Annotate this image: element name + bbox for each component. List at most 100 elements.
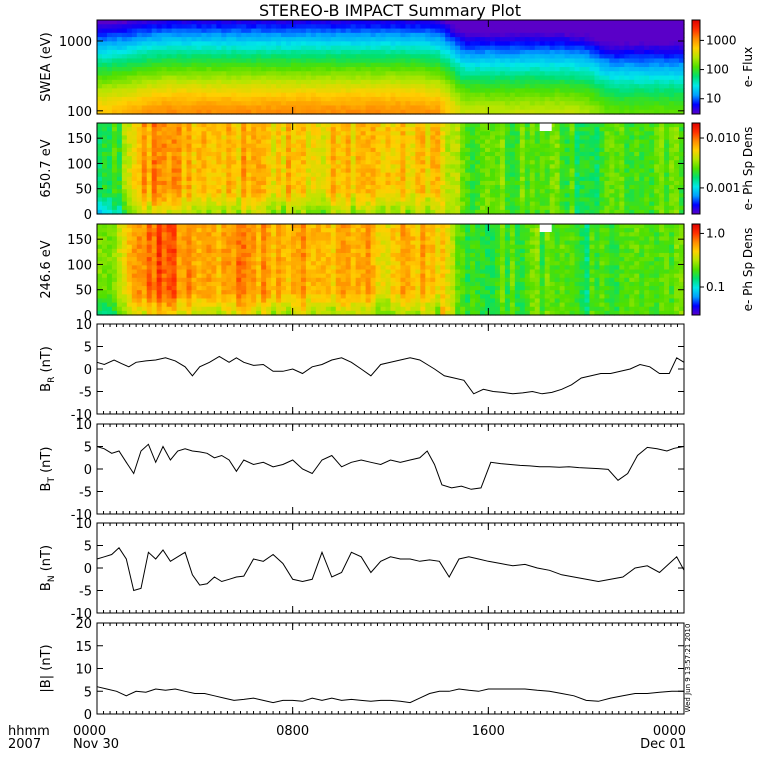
spectrogram-cell	[470, 201, 476, 207]
spectrogram-cell	[604, 20, 610, 25]
spectrogram-cell	[121, 147, 128, 153]
spectrogram-cell	[579, 45, 586, 51]
spectrogram-cell	[529, 96, 536, 102]
spectrogram-cell	[101, 49, 108, 55]
spectrogram-cell	[569, 37, 576, 42]
spectrogram-cell	[564, 197, 571, 203]
spectrogram-cell	[241, 49, 247, 55]
spectrogram-cell	[634, 84, 640, 89]
spectrogram-cell	[494, 75, 501, 81]
spectrogram-cell	[405, 147, 411, 153]
spectrogram-cell	[171, 49, 178, 55]
spectrogram-cell	[564, 139, 571, 145]
spectrogram-cell	[499, 45, 506, 51]
spectrogram-cell	[226, 172, 232, 178]
spectrogram-cell	[445, 58, 451, 64]
spectrogram-cell	[460, 88, 466, 94]
spectrogram-cell	[485, 67, 491, 72]
spectrogram-cell	[619, 131, 625, 137]
spectrogram-cell	[564, 185, 571, 190]
spectrogram-cell	[539, 101, 546, 107]
spectrogram-cell	[385, 88, 392, 94]
spectrogram-cell	[609, 176, 615, 182]
spectrogram-cell	[664, 109, 670, 115]
spectrogram-cell	[435, 105, 441, 111]
spectrogram-cell	[291, 176, 297, 182]
spectrogram-cell	[305, 58, 312, 64]
spectrogram-cell	[509, 135, 516, 141]
spectrogram-cell	[221, 197, 227, 203]
spectrogram-cell	[549, 205, 556, 211]
spectrogram-cell	[216, 135, 222, 141]
spectrogram-cell	[286, 79, 292, 85]
spectrogram-cell	[375, 96, 382, 102]
spectrogram-cell	[325, 92, 332, 98]
spectrogram-cell	[156, 49, 163, 55]
spectrogram-cell	[639, 28, 645, 34]
spectrogram-cell	[345, 62, 352, 68]
spectrogram-cell	[166, 62, 173, 68]
spectrogram-cell	[186, 151, 193, 157]
spectrogram-cell	[161, 109, 168, 115]
spectrogram-cell	[489, 209, 496, 215]
spectrogram-cell	[594, 49, 601, 55]
spectrogram-cell	[455, 185, 461, 190]
spectrogram-cell	[450, 75, 456, 81]
spectrogram-cell	[504, 24, 511, 30]
spectrogram-cell	[350, 189, 357, 194]
spectrogram-cell	[489, 189, 496, 194]
spectrogram-cell	[251, 101, 257, 107]
spectrogram-cell	[385, 101, 392, 107]
spectrogram-cell	[400, 123, 407, 128]
spectrogram-cell	[241, 88, 247, 94]
spectrogram-cell	[455, 180, 461, 186]
spectrogram-cell	[639, 96, 645, 102]
spectrogram-cell	[430, 67, 436, 72]
spectrogram-cell	[305, 176, 312, 182]
spectrogram-cell	[465, 71, 471, 77]
spectrogram-cell	[281, 45, 287, 51]
spectrogram-cell	[539, 105, 546, 111]
spectrogram-cell	[415, 71, 421, 77]
spectrogram-cell	[430, 109, 436, 115]
spectrogram-cell	[519, 168, 526, 174]
spectrogram-cell	[221, 109, 227, 115]
spectrogram-cell	[470, 28, 476, 34]
spectrogram-cell	[460, 101, 466, 107]
spectrogram-cell	[425, 54, 431, 60]
spectrogram-cell	[241, 28, 247, 34]
spectrogram-cell	[649, 49, 655, 55]
spectrogram-cell	[584, 197, 591, 203]
spectrogram-cell	[519, 62, 526, 68]
spectrogram-cell	[599, 151, 605, 157]
spectrogram-cell	[574, 147, 581, 153]
spectrogram-cell	[176, 88, 183, 94]
spectrogram-cell	[141, 75, 148, 81]
spectrogram-cell	[539, 54, 546, 60]
spectrogram-cell	[509, 176, 516, 182]
spectrogram-cell	[355, 58, 362, 64]
spectrogram-cell	[579, 79, 586, 85]
spectrogram-cell	[231, 176, 237, 182]
spectrogram-cell	[156, 127, 163, 132]
spectrogram-cell	[549, 105, 556, 111]
spectrogram-cell	[330, 143, 337, 149]
spectrogram-cell	[559, 193, 566, 199]
spectrogram-cell	[305, 135, 312, 141]
spectrogram-cell	[315, 54, 322, 60]
spectrogram-cell	[440, 62, 446, 68]
spectrogram-cell	[385, 127, 392, 132]
spectrogram-cell	[654, 71, 660, 77]
spectrogram-cell	[375, 127, 382, 132]
spectrogram-cell	[146, 62, 153, 68]
spectrogram-cell	[460, 139, 466, 145]
spectrogram-cell	[539, 189, 546, 194]
spectrogram-cell	[241, 79, 247, 85]
spectrogram-cell	[455, 45, 461, 51]
spectrogram-cell	[395, 135, 402, 141]
spectrogram-cell	[554, 49, 561, 55]
spectrogram-cell	[246, 156, 252, 161]
spectrogram-cell	[410, 109, 416, 115]
spectrogram-cell	[161, 205, 168, 211]
spectrogram-cell	[629, 172, 635, 178]
